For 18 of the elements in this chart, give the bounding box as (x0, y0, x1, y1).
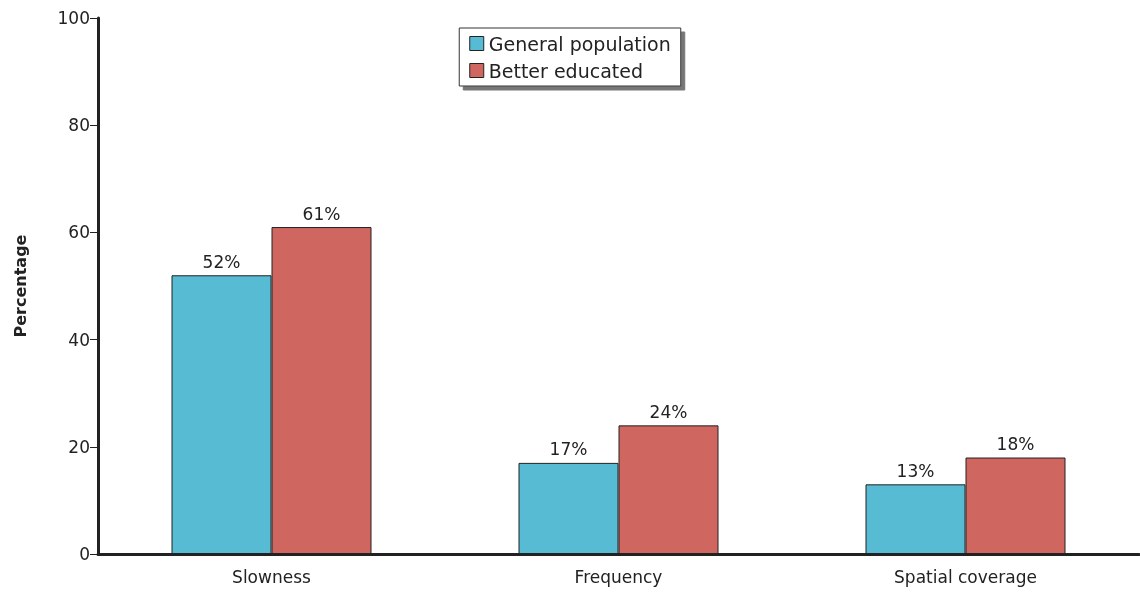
data-label: 24% (649, 401, 688, 422)
data-label: 13% (896, 460, 935, 481)
x-tick-label: Spatial coverage (894, 566, 1037, 587)
data-label: 17% (549, 439, 588, 460)
data-label: 61% (302, 203, 341, 224)
legend-label: General population (488, 32, 671, 55)
x-tick-label: Slowness (232, 566, 312, 587)
data-label: 18% (996, 434, 1035, 455)
y-tick-label: 60 (68, 222, 90, 243)
x-tick-label: Frequency (574, 566, 663, 587)
y-tick-label: 0 (79, 544, 90, 564)
legend-label: Better educated (488, 59, 643, 82)
y-tick-label: 80 (68, 115, 90, 136)
y-tick-label: 20 (68, 436, 90, 457)
y-tick-label: 100 (57, 8, 90, 28)
data-label: 52% (202, 251, 241, 272)
y-tick-label: 40 (68, 329, 90, 350)
y-axis-title: Percentage (10, 234, 30, 338)
